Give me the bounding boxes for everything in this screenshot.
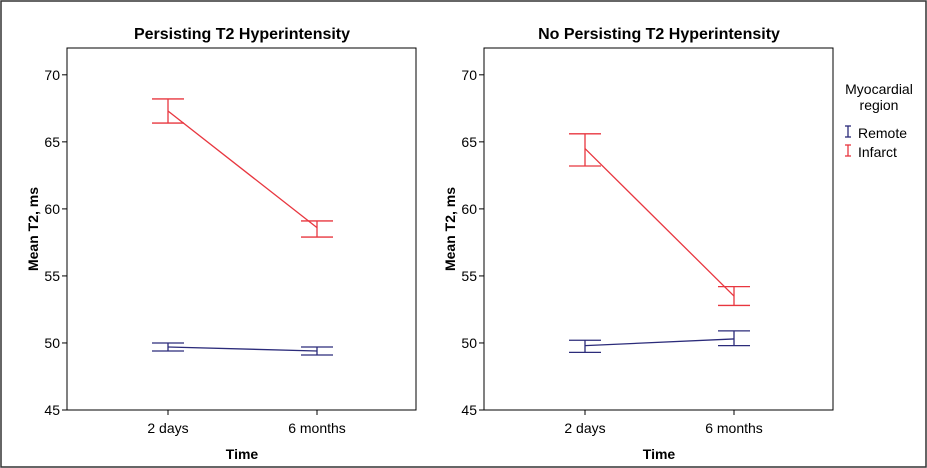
chart-left-ytick-label-45: 45 xyxy=(44,402,60,418)
chart-right-ytick-label-50: 50 xyxy=(461,335,477,351)
chart-left-yticks: 45 50 55 60 65 70 xyxy=(44,67,67,418)
chart-right-plot-frame xyxy=(483,47,834,411)
chart-right-ytick-label-55: 55 xyxy=(461,268,477,284)
chart-left-xtick-label-0: 2 days xyxy=(147,420,188,436)
chart-left-series xyxy=(152,98,333,356)
legend-label-remote: Remote xyxy=(858,125,907,141)
chart-left-ytick-label-55: 55 xyxy=(44,268,60,284)
chart-left-ytick-label-60: 60 xyxy=(44,201,60,217)
chart-left-plot-frame xyxy=(66,47,417,411)
chart-left-ytick-label-50: 50 xyxy=(44,335,60,351)
chart-right-yticks: 45 50 55 60 65 70 xyxy=(461,67,484,418)
chart-right-ytick-label-65: 65 xyxy=(461,134,477,150)
chart-left: Persisting T2 Hyperintensity Mean T2, ms… xyxy=(25,26,417,462)
chart-left-remote-line xyxy=(167,346,318,352)
chart-left-xlabel: Time xyxy=(226,446,259,462)
chart-left-ytick-label-65: 65 xyxy=(44,134,60,150)
chart-right-xtick-label-1: 6 months xyxy=(705,420,763,436)
chart-right-infarct-line xyxy=(584,148,735,297)
chart-right-remote-line xyxy=(584,338,735,347)
legend-title-line2: region xyxy=(860,97,899,113)
legend-label-infarct: Infarct xyxy=(858,144,897,160)
chart-left-xticks: 2 days 6 months xyxy=(147,410,346,436)
chart-left-infarct-line xyxy=(167,110,318,229)
chart-left-title: Persisting T2 Hyperintensity xyxy=(134,26,350,43)
legend-entry-infarct: Infarct xyxy=(845,144,897,160)
chart-right-xticks: 2 days 6 months xyxy=(564,410,763,436)
chart-right-ylabel: Mean T2, ms xyxy=(442,187,458,271)
chart-right-xlabel: Time xyxy=(643,446,676,462)
legend-entry-remote: Remote xyxy=(845,125,907,141)
chart-left-ylabel: Mean T2, ms xyxy=(25,187,41,271)
legend-marker-remote xyxy=(845,125,851,138)
chart-right-xtick-label-0: 2 days xyxy=(564,420,605,436)
chart-left-xtick-label-1: 6 months xyxy=(288,420,346,436)
chart-right-series xyxy=(569,133,750,353)
chart-right-ytick-label-60: 60 xyxy=(461,201,477,217)
chart-left-ytick-label-70: 70 xyxy=(44,67,60,83)
chart-right-ytick-label-45: 45 xyxy=(461,402,477,418)
chart-right-title: No Persisting T2 Hyperintensity xyxy=(538,26,780,43)
legend: Myocardial region Remote Infarct xyxy=(845,81,913,160)
chart-right: No Persisting T2 Hyperintensity Mean T2,… xyxy=(442,26,834,462)
legend-marker-infarct xyxy=(845,144,851,157)
chart-right-ytick-label-70: 70 xyxy=(461,67,477,83)
legend-title-line1: Myocardial xyxy=(845,81,913,97)
